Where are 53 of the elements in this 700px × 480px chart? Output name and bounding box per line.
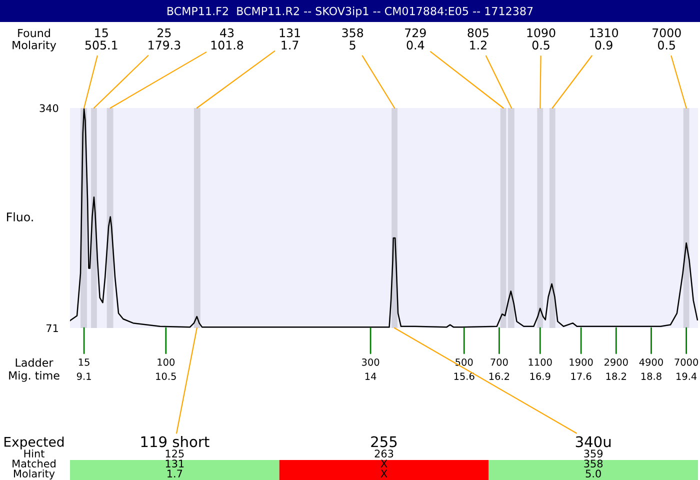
category-label: Hint xyxy=(24,449,44,458)
annotation: 300 xyxy=(362,358,380,366)
text: X xyxy=(380,470,388,478)
y-tick-label: 71 xyxy=(46,324,58,332)
text: X xyxy=(380,460,388,468)
text: Found Molarity xyxy=(12,28,56,52)
text: 255 xyxy=(371,436,397,448)
category-label: Matched xyxy=(12,459,56,468)
annotation: 43 101.8 xyxy=(211,28,244,50)
text: 125 xyxy=(166,450,184,458)
text: 263 xyxy=(374,450,394,458)
x-tick-label: 16.2 xyxy=(489,372,510,380)
x-axis-title: Ladder Mig. time xyxy=(9,358,60,382)
annotation: 1100 xyxy=(528,358,552,366)
x-tick-label: 16.9 xyxy=(530,372,550,380)
category-label: Molarity xyxy=(14,469,55,480)
annotation: 15 xyxy=(78,358,90,366)
text: 5.0 xyxy=(586,470,601,478)
text: 358 xyxy=(584,460,603,468)
text: Expected xyxy=(4,436,64,450)
x-tick-label: 15.6 xyxy=(454,372,474,380)
annotation: 1310 0.9 xyxy=(590,28,618,50)
annotation: 805 1.2 xyxy=(468,28,488,50)
annotation: 340u xyxy=(576,436,611,448)
annotation: 500 xyxy=(456,358,473,366)
annotation: 4900 xyxy=(639,358,663,366)
text: 1.7 xyxy=(168,470,182,478)
annotation: 1090 0.5 xyxy=(527,28,556,50)
y-tick-label: 340 xyxy=(40,104,58,112)
annotation: 7000 0.5 xyxy=(652,28,681,50)
x-tick-label: 18.8 xyxy=(641,372,662,380)
annotation: 119 short xyxy=(141,436,210,448)
annotation: 15 505.1 xyxy=(85,28,118,50)
x-tick-label: 10.5 xyxy=(156,372,176,380)
annotation: 358 5 xyxy=(342,28,364,50)
annotation: 700 xyxy=(490,358,508,366)
annotation: 1900 xyxy=(570,358,593,366)
x-tick-label: 14 xyxy=(365,372,376,380)
annotation: 2900 xyxy=(604,358,628,366)
text: 131 xyxy=(166,460,184,468)
y-axis-title: Fluo. xyxy=(7,212,33,222)
x-tick-label: 17.6 xyxy=(571,372,592,380)
x-tick-label: 18.2 xyxy=(606,372,626,380)
annotation: 131 1.7 xyxy=(280,28,300,50)
line-series xyxy=(70,108,698,328)
x-tick-label: 19.4 xyxy=(676,372,697,380)
annotation: 729 0.4 xyxy=(405,28,426,50)
annotation: 100 xyxy=(158,358,175,366)
x-tick-label: 9.1 xyxy=(76,372,91,380)
annotation: 25 179.3 xyxy=(148,28,180,50)
text: 359 xyxy=(584,450,603,458)
chart-title: BCMP11.F2 BCMP11.R2 -- SKOV3ip1 -- CM017884:E05 -- 1712387 xyxy=(168,6,533,18)
annotation: 7000 xyxy=(674,358,698,366)
